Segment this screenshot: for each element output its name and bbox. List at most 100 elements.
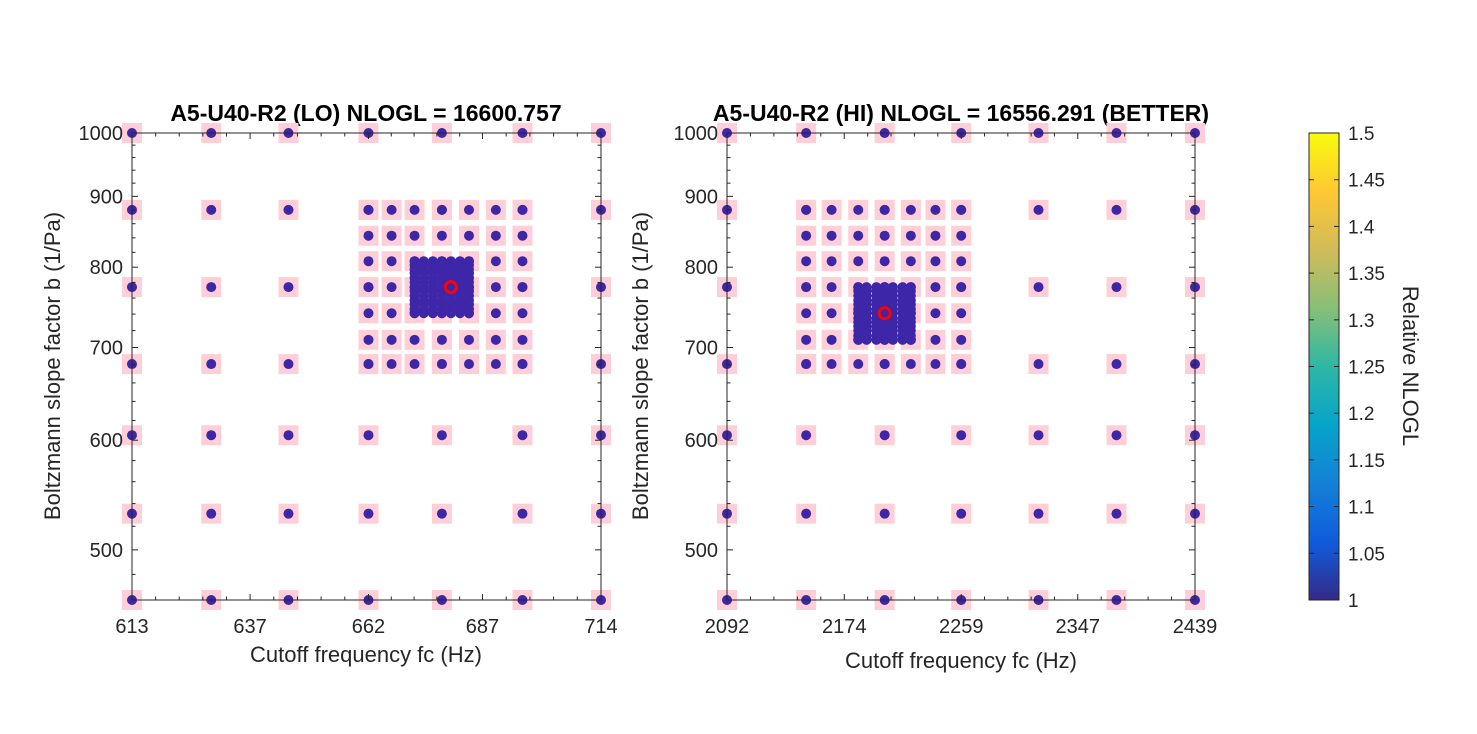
sample-point xyxy=(905,230,916,241)
sample-point xyxy=(490,204,501,215)
y-tick-label: 900 xyxy=(90,186,123,208)
colorbar-tick-label: 1.35 xyxy=(1348,264,1385,285)
colorbar-tick-label: 1.05 xyxy=(1348,544,1385,565)
colorbar-tick-label: 1.15 xyxy=(1348,451,1385,472)
x-tick-label: 687 xyxy=(466,616,499,638)
sample-point xyxy=(930,359,941,370)
sample-point xyxy=(879,204,890,215)
sample-point xyxy=(956,334,967,345)
x-tick-label: 714 xyxy=(584,616,617,638)
sample-point xyxy=(1033,508,1044,519)
sample-point xyxy=(905,256,916,267)
sample-point xyxy=(517,308,528,319)
sample-point xyxy=(490,308,501,319)
y-tick-label: 500 xyxy=(685,540,718,562)
sample-point xyxy=(853,256,864,267)
x-tick-label: 662 xyxy=(352,616,385,638)
sample-point xyxy=(826,230,837,241)
sample-point xyxy=(826,256,837,267)
sample-point xyxy=(930,230,941,241)
sample-point xyxy=(283,508,294,519)
sample-point xyxy=(801,508,812,519)
sample-point xyxy=(801,256,812,267)
sample-point xyxy=(386,308,397,319)
sample-point xyxy=(427,256,438,267)
right-chart: A5-U40-R2 (HI) NLOGL = 16556.291 (BETTER… xyxy=(628,100,1217,673)
sample-point xyxy=(801,430,812,441)
sample-point xyxy=(826,308,837,319)
sample-point xyxy=(1033,204,1044,215)
sample-point xyxy=(517,508,528,519)
sample-point xyxy=(801,204,812,215)
sample-point xyxy=(490,282,501,293)
y-tick-label: 800 xyxy=(685,257,718,279)
sample-point xyxy=(826,204,837,215)
colorbar-tick-label: 1.25 xyxy=(1348,358,1385,379)
sample-point xyxy=(956,282,967,293)
x-tick-label: 2347 xyxy=(1055,616,1100,638)
sample-point xyxy=(930,204,941,215)
sample-point xyxy=(206,508,217,519)
sample-point xyxy=(418,256,429,267)
sample-point xyxy=(363,334,374,345)
sample-point xyxy=(853,230,864,241)
colorbar-tick-label: 1.5 xyxy=(1348,124,1374,145)
sample-point xyxy=(363,230,374,241)
sample-point xyxy=(930,282,941,293)
sample-point xyxy=(801,282,812,293)
right-y-ticks: 500 600 700 800 900 1000 xyxy=(674,123,1195,601)
y-tick-label: 900 xyxy=(685,186,718,208)
colorbar-tick-label: 1.1 xyxy=(1348,498,1374,519)
sample-point xyxy=(454,256,465,267)
x-tick-label: 613 xyxy=(115,616,148,638)
sample-point xyxy=(436,230,447,241)
sample-point xyxy=(386,204,397,215)
sample-point xyxy=(1111,430,1122,441)
sample-point xyxy=(464,230,475,241)
sample-point xyxy=(879,430,890,441)
sample-point xyxy=(956,230,967,241)
sample-point xyxy=(283,282,294,293)
sample-point xyxy=(363,282,374,293)
sample-point xyxy=(905,204,916,215)
sample-point xyxy=(445,256,456,267)
colorbar-tick-label: 1.3 xyxy=(1348,311,1374,332)
sample-point xyxy=(930,256,941,267)
left-sample-markers xyxy=(127,128,606,605)
x-tick-label: 2174 xyxy=(822,616,867,638)
left-chart-title: A5-U40-R2 (LO) NLOGL = 16600.757 xyxy=(170,100,561,126)
sample-point xyxy=(363,359,374,370)
sample-point xyxy=(879,282,890,293)
sample-point xyxy=(409,359,420,370)
left-y-axis-label: Boltzmann slope factor b (1/Pa) xyxy=(40,212,65,520)
sample-point xyxy=(905,359,916,370)
y-tick-label: 1000 xyxy=(674,123,719,145)
y-tick-label: 600 xyxy=(90,430,123,452)
sample-point xyxy=(826,334,837,345)
sample-point xyxy=(826,282,837,293)
sample-point xyxy=(861,282,872,293)
sample-point xyxy=(956,256,967,267)
sample-point xyxy=(801,308,812,319)
y-tick-label: 600 xyxy=(685,430,718,452)
x-tick-label: 637 xyxy=(233,616,266,638)
left-x-ticks: 613 637 662 687 714 xyxy=(115,133,618,638)
right-chart-title: A5-U40-R2 (HI) NLOGL = 16556.291 (BETTER… xyxy=(713,100,1209,126)
sample-point xyxy=(956,204,967,215)
y-tick-label: 500 xyxy=(90,540,123,562)
sample-point xyxy=(363,308,374,319)
sample-point xyxy=(363,508,374,519)
sample-point xyxy=(1033,282,1044,293)
y-tick-label: 700 xyxy=(685,338,718,360)
sample-point xyxy=(363,430,374,441)
sample-point xyxy=(879,359,890,370)
sample-point xyxy=(283,430,294,441)
sample-point xyxy=(206,359,217,370)
sample-point xyxy=(879,230,890,241)
sample-point xyxy=(436,256,447,267)
sample-point xyxy=(1111,508,1122,519)
sample-point xyxy=(409,334,420,345)
sample-point xyxy=(206,282,217,293)
sample-point xyxy=(490,230,501,241)
